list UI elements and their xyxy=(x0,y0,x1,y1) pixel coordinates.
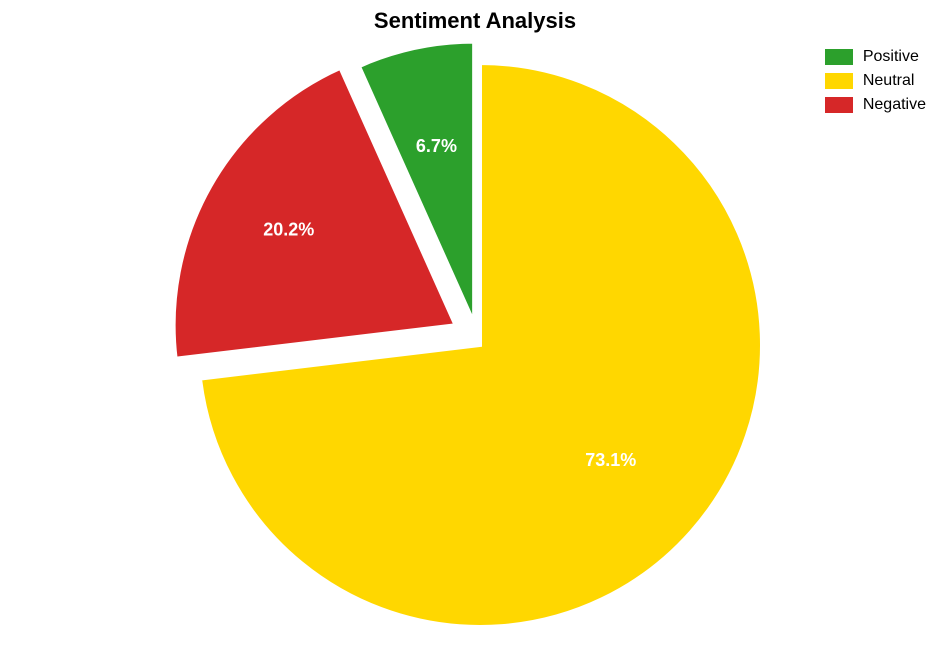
legend-item-neutral: Neutral xyxy=(825,72,926,90)
pie-label-positive: 6.7% xyxy=(416,136,457,156)
legend: Positive Neutral Negative xyxy=(825,48,926,114)
pie-label-neutral: 73.1% xyxy=(585,450,636,470)
legend-swatch-positive xyxy=(825,49,853,65)
legend-label-neutral: Neutral xyxy=(863,72,915,90)
legend-item-negative: Negative xyxy=(825,96,926,114)
legend-item-positive: Positive xyxy=(825,48,926,66)
pie-chart: 73.1% 20.2% 6.7% xyxy=(0,0,950,662)
chart-container: Sentiment Analysis 73.1%20.2%6.7% Positi… xyxy=(0,0,950,662)
legend-swatch-negative xyxy=(825,97,853,113)
legend-swatch-neutral xyxy=(825,73,853,89)
pie-label-negative: 20.2% xyxy=(263,219,314,239)
legend-label-positive: Positive xyxy=(863,48,919,66)
legend-label-negative: Negative xyxy=(863,96,926,114)
